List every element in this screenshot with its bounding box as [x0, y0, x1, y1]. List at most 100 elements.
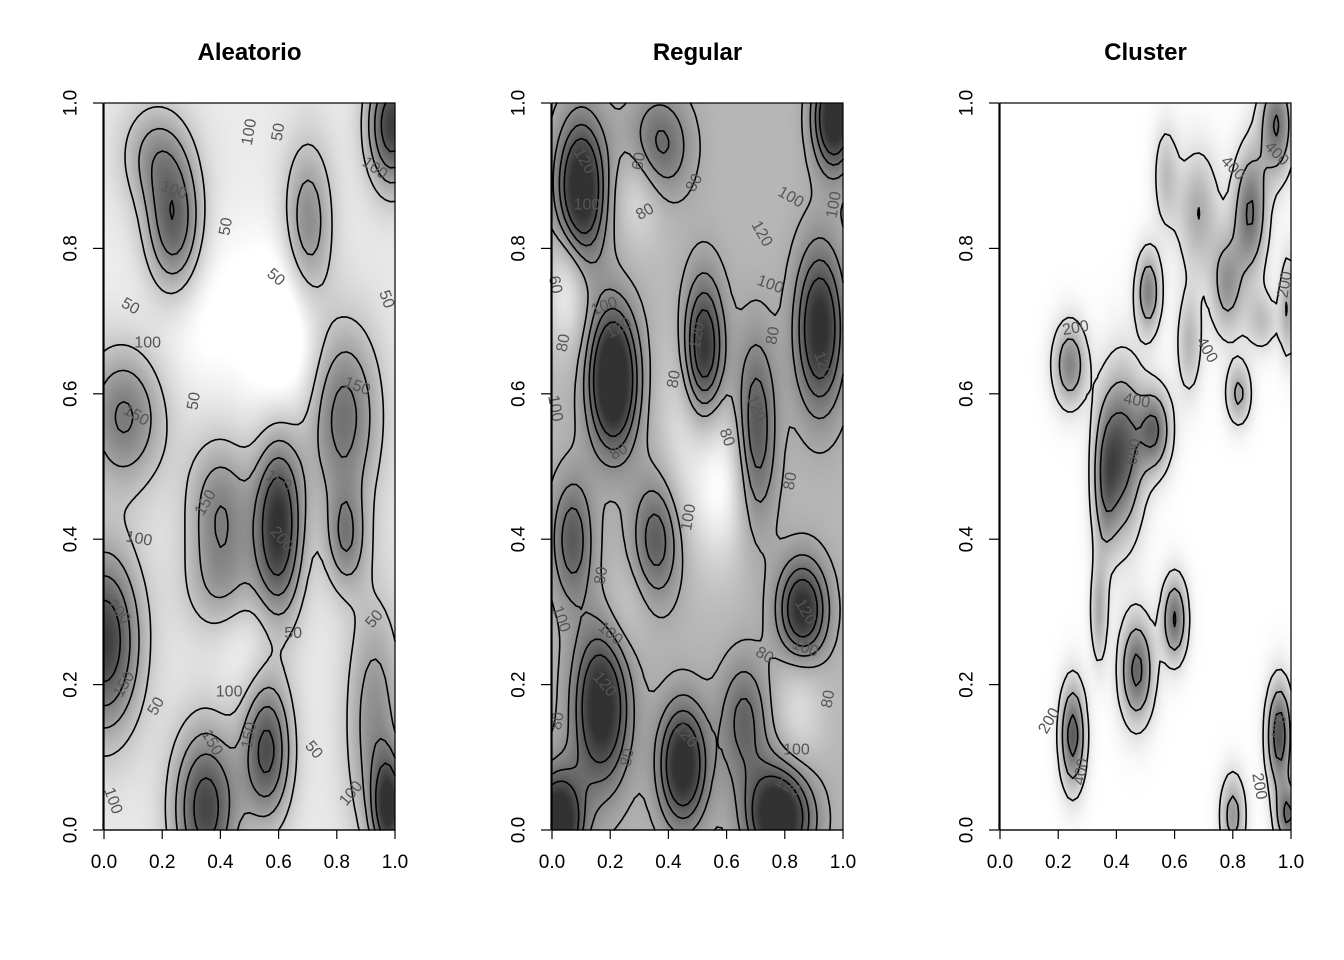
x-axis-cluster: 0.0 0.2 0.4 0.6 0.8 1.0: [987, 829, 1304, 873]
x-tick-label: 0.2: [1045, 852, 1071, 873]
x-tick-label: 0.4: [1103, 852, 1130, 873]
contour-label: 100: [134, 334, 161, 351]
x-tick-label: 0.4: [655, 852, 682, 873]
contour-label: 600: [1123, 437, 1144, 466]
contour-label: 50: [145, 694, 169, 718]
chart-title-regular: Regular: [653, 39, 742, 66]
contour-label: 80: [607, 440, 631, 464]
x-tick-label: 0.8: [324, 852, 350, 873]
y-tick-label: 0.0: [509, 817, 530, 843]
contour-label: 100: [678, 503, 699, 532]
x-axis-regular: 0.0 0.2 0.4 0.6 0.8 1.0: [539, 829, 856, 873]
y-axis-cluster: 0.0 0.2 0.4 0.6 0.8 1.0: [957, 90, 1000, 843]
x-tick-label: 0.6: [1161, 852, 1187, 873]
y-tick-label: 0.4: [957, 526, 978, 553]
contour-label: 80: [752, 644, 776, 668]
contour-level-150: [104, 103, 395, 830]
contour-label: 100: [544, 394, 565, 423]
y-tick-label: 1.0: [509, 90, 530, 116]
contour-label: 80: [548, 711, 568, 732]
contour-label: 50: [375, 288, 397, 311]
x-tick-label: 0.0: [91, 852, 117, 873]
contour-label: 100: [124, 529, 153, 550]
y-axis-aleatorio: 0.0 0.2 0.4 0.6 0.8 1.0: [61, 90, 104, 843]
contour-label: 50: [284, 625, 302, 642]
x-axis-aleatorio: 0.0 0.2 0.4 0.6 0.8 1.0: [91, 829, 408, 873]
contour-label: 80: [592, 565, 612, 586]
contour-label: 80: [633, 200, 657, 224]
contour-label: 80: [819, 689, 839, 710]
contour-label: 60: [545, 275, 565, 296]
y-tick-label: 0.2: [957, 671, 978, 697]
contour-lines-aleatorio: [104, 103, 395, 830]
x-tick-label: 0.6: [265, 852, 291, 873]
contour-label: 150: [239, 721, 260, 750]
contour-label: 80: [716, 426, 738, 449]
x-tick-label: 0.8: [1220, 852, 1246, 873]
contour-level-50: [104, 103, 395, 830]
contour-label: 80: [664, 369, 684, 390]
y-tick-label: 0.8: [509, 235, 530, 261]
contour-level-100: [552, 103, 843, 830]
contour-label: 50: [184, 391, 204, 412]
contour-label: 120: [687, 321, 708, 350]
x-tick-label: 1.0: [382, 852, 408, 873]
chart-title-aleatorio: Aleatorio: [197, 39, 301, 66]
x-tick-label: 0.8: [772, 852, 798, 873]
contour-label: 100: [783, 742, 810, 759]
y-tick-label: 0.6: [957, 381, 978, 407]
y-tick-label: 0.8: [61, 235, 82, 261]
y-tick-label: 0.6: [509, 381, 530, 407]
contour-label: 80: [618, 747, 638, 768]
x-tick-label: 1.0: [830, 852, 856, 873]
contour-label: 200: [1248, 772, 1269, 801]
contour-level-60: [552, 103, 843, 830]
contour-label: 50: [216, 216, 236, 237]
y-tick-label: 0.2: [61, 671, 82, 697]
x-tick-label: 1.0: [1278, 852, 1304, 873]
density-raster-aleatorio: [104, 103, 395, 830]
x-tick-label: 0.0: [539, 852, 565, 873]
x-tick-label: 0.0: [987, 852, 1013, 873]
contour-level-200: [104, 103, 395, 830]
contour-label: 100: [574, 196, 601, 213]
contour-label: 80: [763, 325, 783, 346]
contour-label: 50: [118, 295, 142, 319]
contour-level-100: [104, 103, 395, 830]
density-raster-cluster: [1000, 103, 1291, 830]
chart-title-cluster: Cluster: [1104, 39, 1187, 66]
y-tick-label: 0.2: [509, 671, 530, 697]
y-tick-label: 0.0: [61, 817, 82, 843]
y-tick-label: 0.0: [957, 817, 978, 843]
y-tick-label: 1.0: [957, 90, 978, 116]
contour-lines-cluster: [1051, 103, 1291, 830]
contour-label: 100: [824, 190, 845, 219]
contour-label: 400: [1122, 390, 1151, 411]
contour-label: 100: [239, 117, 260, 146]
x-tick-label: 0.6: [713, 852, 739, 873]
y-tick-label: 0.4: [61, 526, 82, 553]
contour-label: 60: [629, 151, 649, 172]
y-tick-label: 0.4: [509, 526, 530, 553]
contour-label: 80: [554, 333, 574, 354]
x-tick-label: 0.2: [597, 852, 623, 873]
contour-level-400: [1059, 103, 1291, 830]
contour-label: 400: [1269, 714, 1290, 743]
contour-label: 400: [1071, 757, 1092, 786]
contour-lines-regular: [552, 103, 843, 830]
contour-level-200: [1051, 103, 1291, 830]
x-tick-label: 0.2: [149, 852, 175, 873]
y-tick-label: 0.8: [957, 235, 978, 261]
contour-label: 80: [781, 471, 801, 492]
contour-label: 50: [269, 122, 289, 143]
contour-label: 200: [1274, 270, 1295, 299]
contour-label: 100: [216, 683, 243, 700]
contour-label: 80: [683, 171, 707, 195]
y-axis-regular: 0.0 0.2 0.4 0.6 0.8 1.0: [509, 90, 552, 843]
contour-level-600: [1068, 115, 1291, 822]
contour-level-120: [552, 103, 843, 830]
